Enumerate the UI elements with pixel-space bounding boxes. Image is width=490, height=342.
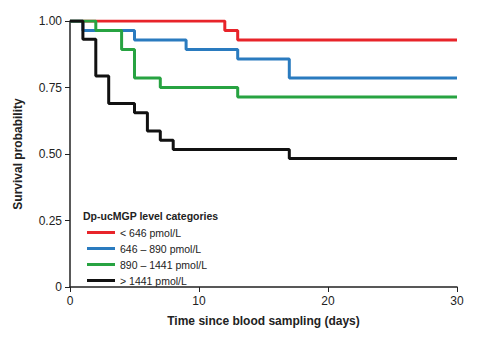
svg-text:0.25: 0.25 [39, 214, 63, 228]
svg-text:890 – 1441 pmol/L: 890 – 1441 pmol/L [120, 259, 207, 271]
svg-text:0: 0 [67, 294, 74, 308]
svg-text:646 – 890 pmol/L: 646 – 890 pmol/L [120, 243, 201, 255]
svg-text:< 646 pmol/L: < 646 pmol/L [120, 227, 181, 239]
svg-text:30: 30 [450, 294, 464, 308]
svg-text:0.75: 0.75 [39, 81, 63, 95]
svg-text:Survival probability: Survival probability [11, 98, 25, 210]
svg-text:0: 0 [55, 280, 62, 294]
svg-text:Time since blood sampling (day: Time since blood sampling (days) [167, 314, 360, 328]
svg-text:20: 20 [321, 294, 335, 308]
svg-text:1.00: 1.00 [39, 14, 63, 28]
svg-text:Dp-ucMGP level categories: Dp-ucMGP level categories [83, 210, 218, 222]
svg-text:> 1441 pmol/L: > 1441 pmol/L [120, 275, 187, 287]
svg-text:10: 10 [192, 294, 206, 308]
svg-text:0.50: 0.50 [39, 147, 63, 161]
